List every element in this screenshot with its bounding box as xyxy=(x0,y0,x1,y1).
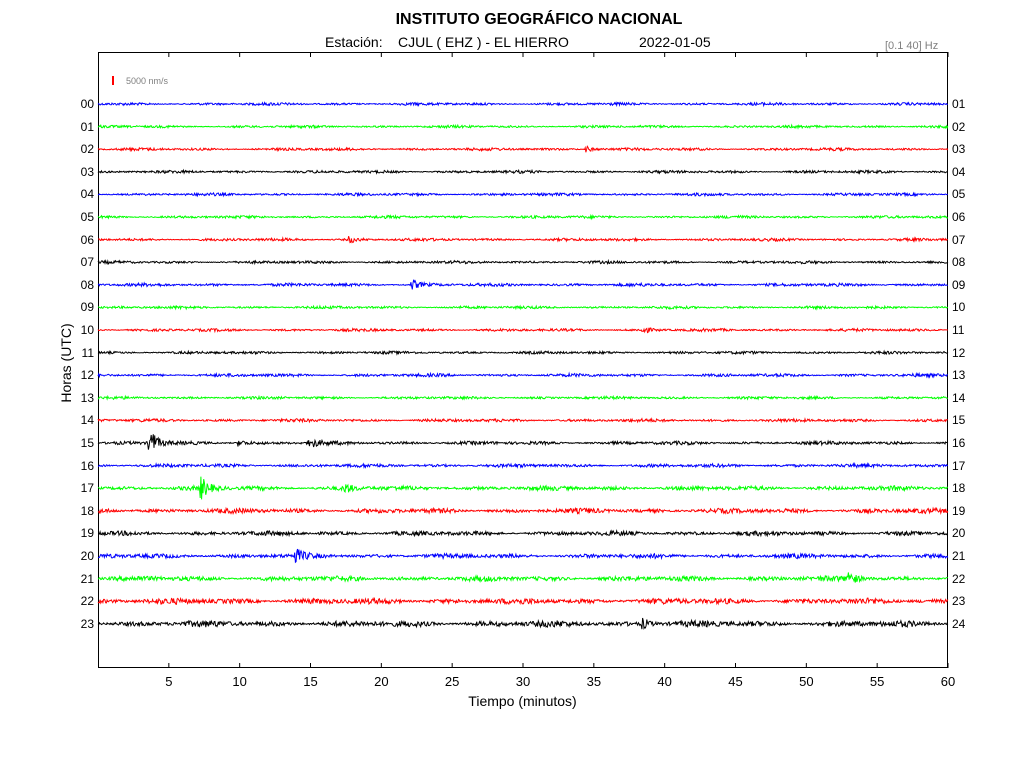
right-hour-label: 16 xyxy=(952,436,966,450)
trace-hour-10 xyxy=(97,327,948,334)
x-tick-label: 40 xyxy=(657,674,672,689)
chart-title: INSTITUTO GEOGRÁFICO NACIONAL xyxy=(395,11,683,28)
trace-hour-20 xyxy=(97,548,949,564)
trace-hour-18 xyxy=(97,506,949,516)
x-tick-label: 20 xyxy=(374,674,389,689)
left-hour-label: 17 xyxy=(80,481,94,496)
trace-hour-08 xyxy=(97,279,948,290)
left-hour-label: 01 xyxy=(80,119,94,134)
trace-hour-21 xyxy=(97,572,948,584)
right-hour-label: 08 xyxy=(952,255,966,270)
trace-hour-00 xyxy=(97,101,948,108)
record-date: 2022-01-05 xyxy=(639,34,711,50)
right-hour-label: 19 xyxy=(952,503,966,518)
right-hour-label: 05 xyxy=(952,187,966,202)
right-hour-label: 12 xyxy=(952,345,966,360)
right-hour-label: 04 xyxy=(952,164,966,179)
right-hour-label: 14 xyxy=(952,390,966,405)
trace-hour-16 xyxy=(97,461,949,470)
station-name: CJUL ( EHZ ) - EL HIERRO xyxy=(398,34,569,50)
left-hour-label: 04 xyxy=(80,187,94,202)
right-hour-label: 06 xyxy=(952,210,966,224)
right-hour-label: 21 xyxy=(952,549,966,563)
right-hour-label: 22 xyxy=(952,571,966,586)
left-hour-label: 11 xyxy=(81,345,94,360)
trace-hour-19 xyxy=(97,529,949,538)
left-hour-label: 20 xyxy=(80,549,94,563)
trace-hour-14 xyxy=(97,417,948,424)
right-hour-label: 23 xyxy=(952,594,966,609)
scale-label: 5000 nm/s xyxy=(126,76,169,86)
tick-group xyxy=(168,52,949,668)
left-hour-label: 21 xyxy=(80,571,94,586)
x-tick-label: 10 xyxy=(232,674,247,689)
trace-hour-09 xyxy=(97,304,949,311)
right-hour-label: 15 xyxy=(952,413,966,428)
left-hour-label: 22 xyxy=(80,594,94,609)
left-hour-label: 10 xyxy=(80,323,94,337)
trace-hour-17 xyxy=(97,476,948,500)
trace-group xyxy=(97,101,949,630)
trace-hour-07 xyxy=(97,258,949,266)
trace-hour-05 xyxy=(97,213,949,221)
right-hour-label: 17 xyxy=(952,458,966,473)
trace-hour-22 xyxy=(97,596,949,606)
right-hour-label: 02 xyxy=(952,119,966,134)
x-tick-label: 45 xyxy=(728,674,743,689)
x-tick-label: 15 xyxy=(303,674,318,689)
left-hour-label: 06 xyxy=(80,232,94,247)
trace-hour-01 xyxy=(97,123,949,130)
y-axis-label: Horas (UTC) xyxy=(58,323,74,403)
x-tick-label: 55 xyxy=(869,674,885,689)
right-hour-label: 09 xyxy=(952,277,966,292)
right-hour-label: 20 xyxy=(952,526,966,541)
station-label: Estación: xyxy=(325,34,383,50)
left-hour-label: 08 xyxy=(80,277,94,292)
x-tick-label: 25 xyxy=(444,674,460,689)
right-hour-label: 03 xyxy=(952,142,966,157)
right-hour-label: 18 xyxy=(952,481,966,496)
right-hour-label: 11 xyxy=(952,323,965,337)
right-hour-label: 13 xyxy=(952,368,966,383)
left-hour-label: 23 xyxy=(80,616,94,631)
trace-hour-06 xyxy=(98,236,949,244)
trace-hour-12 xyxy=(97,371,948,379)
left-hour-label: 13 xyxy=(80,390,94,405)
trace-hour-13 xyxy=(97,394,948,401)
left-hour-label: 03 xyxy=(80,164,94,179)
x-tick-label: 60 xyxy=(940,674,956,689)
left-hour-label: 16 xyxy=(80,458,94,473)
x-tick-label: 30 xyxy=(515,674,531,689)
left-hour-label: 19 xyxy=(80,526,94,541)
left-hour-label: 07 xyxy=(80,255,94,270)
left-hour-label: 00 xyxy=(80,97,94,111)
right-hour-label: 07 xyxy=(952,232,966,247)
x-tick-label: 35 xyxy=(586,674,602,689)
right-hour-label: 24 xyxy=(952,616,966,631)
trace-hour-04 xyxy=(97,191,949,198)
trace-hour-11 xyxy=(97,349,949,356)
left-hour-label: 05 xyxy=(80,210,94,224)
trace-hour-23 xyxy=(97,617,949,630)
trace-hour-03 xyxy=(97,168,948,175)
left-hour-label: 09 xyxy=(80,300,94,315)
x-tick-label: 5 xyxy=(165,674,173,689)
left-hour-label: 15 xyxy=(80,436,94,450)
left-hour-label: 12 xyxy=(80,368,94,383)
x-tick-label: 50 xyxy=(799,674,814,689)
x-axis-label: Tiempo (minutos) xyxy=(468,693,577,709)
left-hour-label: 18 xyxy=(80,503,94,518)
trace-hour-15 xyxy=(97,434,949,450)
right-hour-label: 10 xyxy=(952,300,966,315)
left-hour-label: 14 xyxy=(80,413,94,428)
trace-hour-02 xyxy=(97,145,949,153)
filter-band: [0.1 40] Hz xyxy=(885,40,939,52)
left-hour-label: 02 xyxy=(80,142,94,157)
right-hour-label: 01 xyxy=(952,97,966,111)
